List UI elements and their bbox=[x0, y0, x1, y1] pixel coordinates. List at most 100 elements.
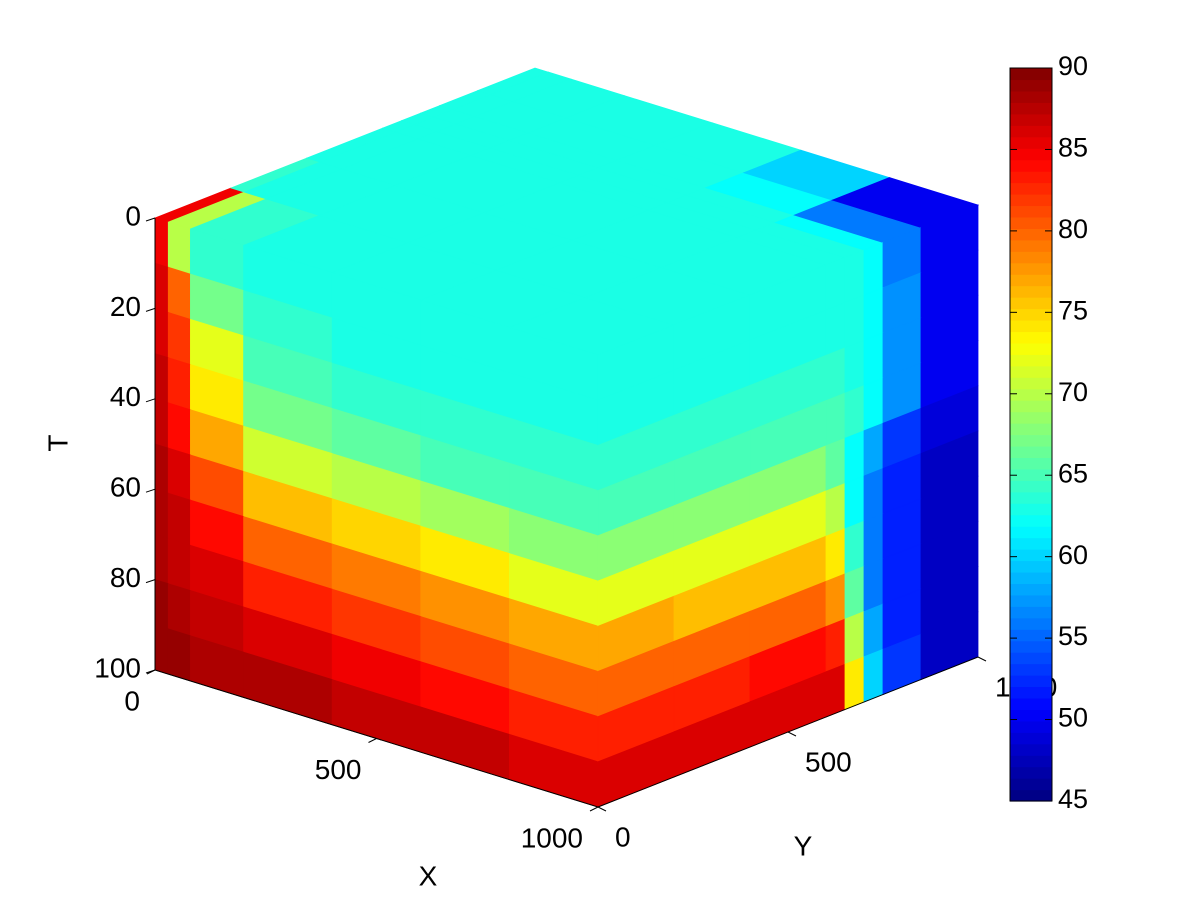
colorbar-band bbox=[1010, 606, 1052, 619]
face-cell bbox=[825, 302, 846, 356]
x-tick-label: 1000 bbox=[521, 822, 583, 853]
colorbar-band bbox=[1010, 228, 1052, 241]
face-cell bbox=[844, 475, 865, 530]
colorbar-band bbox=[1010, 388, 1052, 401]
face-cell bbox=[844, 656, 865, 711]
colorbar-band bbox=[1010, 400, 1052, 413]
colorbar-band bbox=[1010, 308, 1052, 321]
face-cell bbox=[167, 357, 191, 411]
face-cell bbox=[844, 520, 865, 575]
colorbar-band bbox=[1010, 583, 1052, 596]
colorbar-band bbox=[1010, 457, 1052, 470]
face-cell bbox=[863, 648, 884, 703]
t-tick-label: 20 bbox=[110, 291, 141, 322]
face-cell bbox=[154, 307, 169, 359]
colorbar-frame bbox=[1009, 67, 1053, 802]
t-tick-label: 0 bbox=[125, 200, 141, 231]
face-cell bbox=[825, 256, 846, 311]
colorbar-band bbox=[1010, 709, 1052, 722]
colorbar-band bbox=[1010, 148, 1052, 161]
colorbar-band bbox=[1010, 617, 1052, 630]
y-tick bbox=[787, 731, 797, 737]
colorbar-band bbox=[1010, 526, 1052, 539]
colorbar-band bbox=[1010, 480, 1052, 493]
colorbar-band bbox=[1010, 720, 1052, 733]
x-tick bbox=[589, 806, 599, 812]
t-tick-label: 80 bbox=[110, 562, 141, 593]
colorbar-tick-label: 60 bbox=[1058, 540, 1088, 570]
x-tick bbox=[146, 669, 156, 675]
colorbar-band bbox=[1010, 285, 1052, 298]
colorbar-tick-label: 80 bbox=[1058, 214, 1088, 244]
colorbar-tick-label: 70 bbox=[1058, 377, 1088, 407]
x-tick-label: 0 bbox=[124, 685, 140, 716]
face-cell bbox=[863, 377, 884, 432]
y-tick-label: 0 bbox=[615, 821, 631, 852]
x-tick-label: 500 bbox=[315, 754, 362, 785]
face-cell bbox=[154, 398, 169, 449]
face-cell bbox=[154, 533, 169, 585]
colorbar-band bbox=[1010, 766, 1052, 779]
face-cell bbox=[154, 488, 169, 540]
y-axis-label: Y bbox=[794, 830, 813, 861]
colorbar-band bbox=[1010, 136, 1052, 149]
colorbar-band bbox=[1010, 640, 1052, 653]
colorbar-band bbox=[1010, 342, 1052, 355]
t-tick bbox=[145, 488, 156, 493]
colorbar-tick-label: 65 bbox=[1058, 458, 1088, 488]
colorbar-band bbox=[1010, 193, 1052, 207]
face-cell bbox=[844, 385, 865, 439]
colorbar-band bbox=[1010, 549, 1052, 562]
colorbar-band bbox=[1010, 251, 1052, 264]
colorbar-band bbox=[1010, 239, 1052, 252]
face-cell bbox=[863, 422, 884, 477]
face-cell bbox=[167, 492, 191, 546]
colorbar-band bbox=[1010, 434, 1052, 447]
colorbar-band bbox=[1010, 377, 1052, 390]
colorbar-band bbox=[1010, 262, 1052, 275]
face-cell bbox=[167, 266, 191, 320]
face-cell bbox=[154, 579, 169, 630]
face-cell bbox=[863, 287, 884, 341]
colorbar-band bbox=[1010, 514, 1052, 527]
colorbar-band bbox=[1010, 571, 1052, 584]
face-cell bbox=[863, 558, 884, 613]
face-cell bbox=[844, 430, 865, 485]
colorbar-band bbox=[1010, 411, 1052, 424]
t-tick-label: 40 bbox=[110, 381, 141, 412]
face-cell bbox=[154, 353, 169, 404]
colorbar-band bbox=[1010, 594, 1052, 607]
face-cell bbox=[167, 537, 191, 592]
colorbar-tick-label: 85 bbox=[1058, 133, 1088, 163]
colorbar-band bbox=[1010, 560, 1052, 573]
colorbar: 45 50 55 60 65 70 75 80 85 90 bbox=[1009, 51, 1088, 814]
colorbar-band bbox=[1010, 663, 1052, 676]
x-axis-label: X bbox=[419, 860, 438, 891]
t-tick-label: 60 bbox=[110, 472, 141, 503]
colorbar-band bbox=[1010, 491, 1052, 504]
face-cell bbox=[825, 663, 846, 718]
colorbar-band bbox=[1010, 319, 1052, 333]
face-cell bbox=[167, 402, 191, 456]
colorbar-band bbox=[1010, 216, 1052, 229]
face-cell bbox=[825, 437, 846, 492]
colorbar-band bbox=[1010, 468, 1052, 481]
colorbar-band bbox=[1010, 90, 1052, 103]
y-tick bbox=[597, 806, 607, 812]
colorbar-band bbox=[1010, 423, 1052, 436]
colorbar-band bbox=[1010, 331, 1052, 344]
colorbar-band bbox=[1010, 652, 1052, 665]
face-cell bbox=[825, 347, 846, 402]
colorbar-band bbox=[1010, 354, 1052, 367]
colorbar-band bbox=[1010, 789, 1052, 802]
face-cell bbox=[863, 513, 884, 567]
colorbar-band bbox=[1010, 102, 1052, 115]
t-tick bbox=[145, 579, 156, 584]
face-cell bbox=[825, 528, 846, 582]
face-cell bbox=[844, 294, 865, 349]
colorbar-band bbox=[1010, 79, 1052, 92]
face-cell bbox=[154, 443, 169, 494]
face-cell bbox=[167, 447, 191, 501]
cube bbox=[153, 67, 980, 808]
